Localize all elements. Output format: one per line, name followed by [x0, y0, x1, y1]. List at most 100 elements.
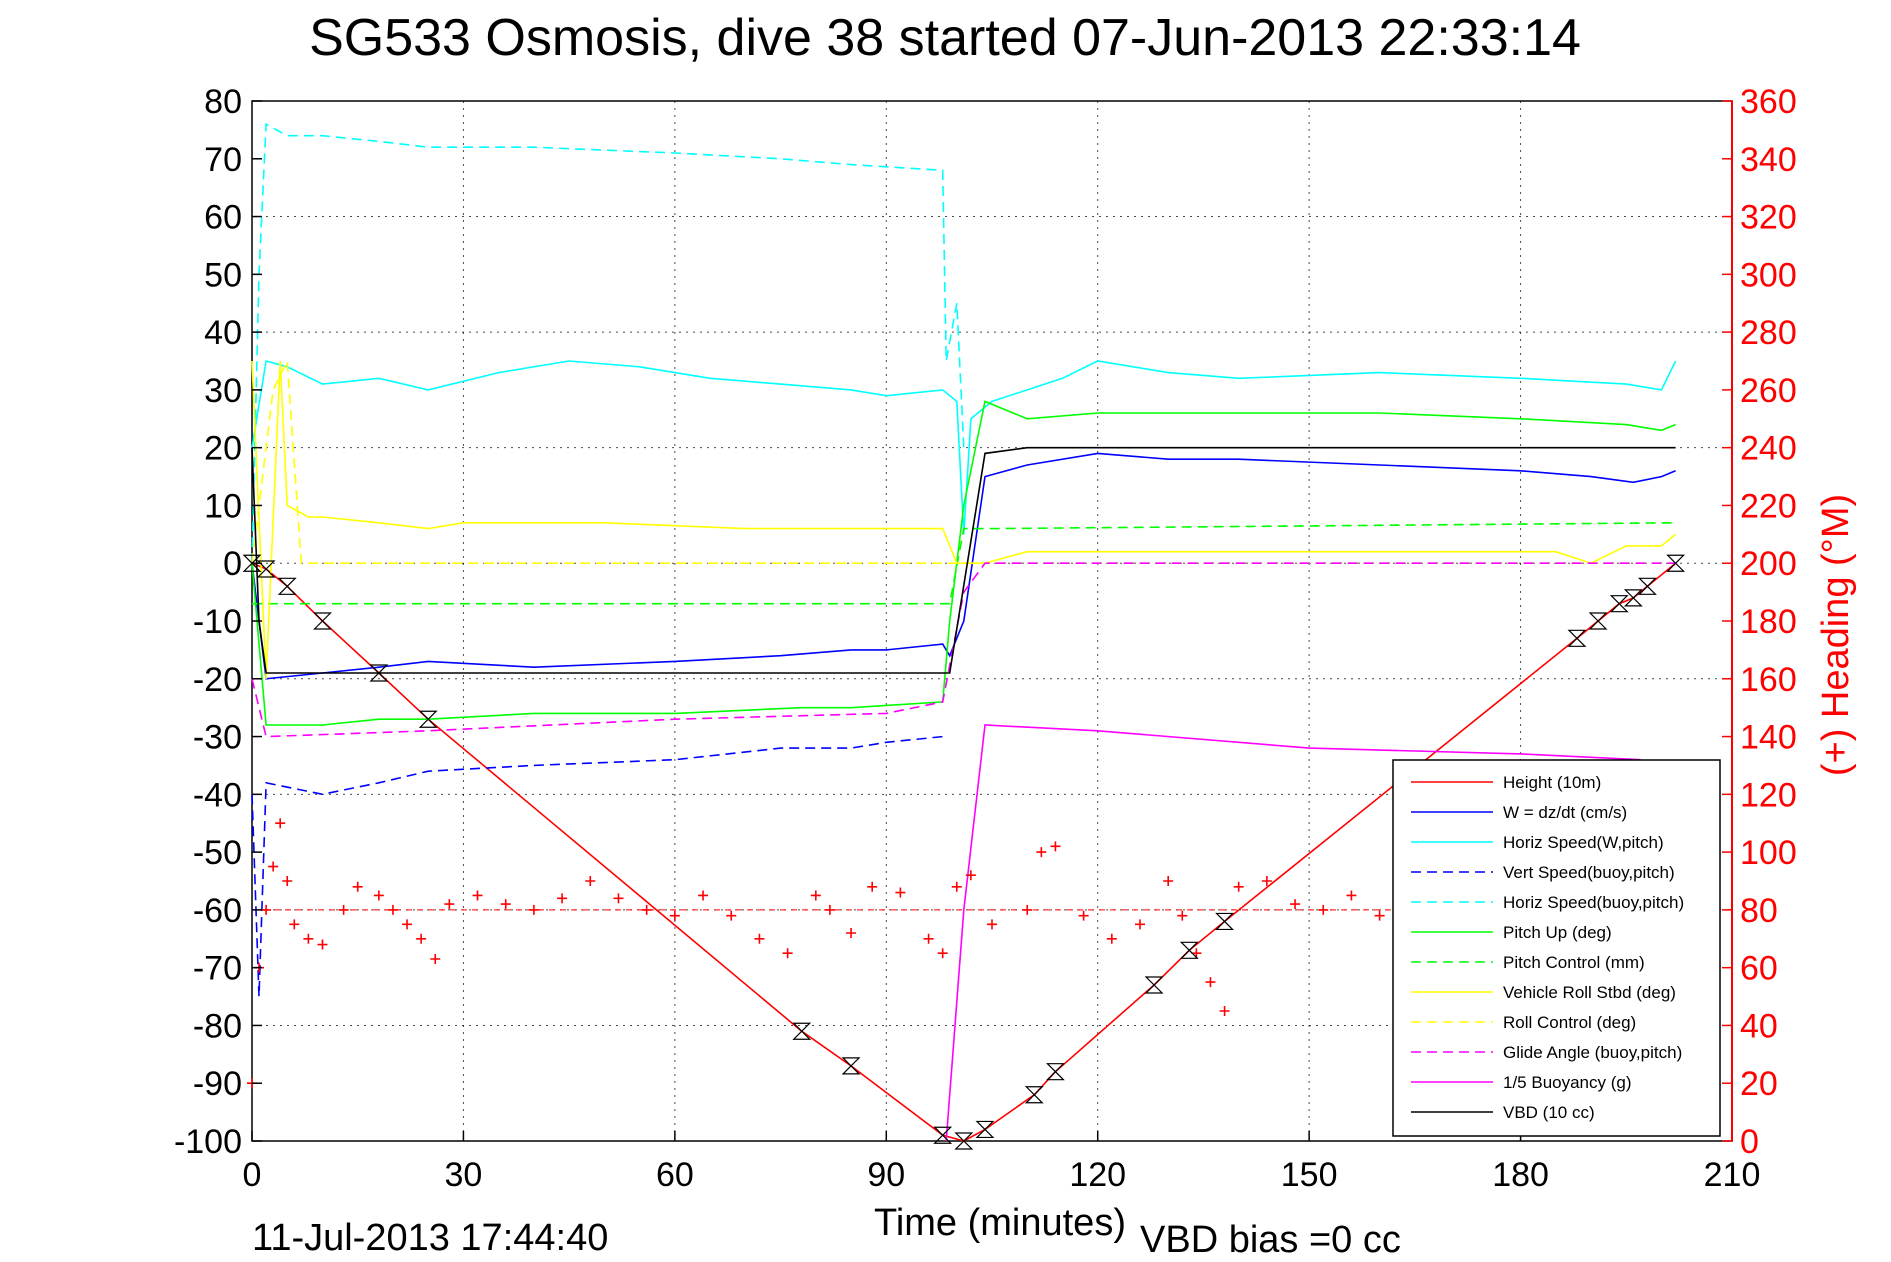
footer-timestamp: 11-Jul-2013 17:44:40 — [252, 1217, 608, 1259]
series-line-0 — [251, 562, 1677, 1142]
y-right-tick-label: 120 — [1740, 776, 1797, 814]
x-tick-label: 0 — [243, 1156, 262, 1194]
heading-point — [1036, 847, 1047, 858]
heading-point — [289, 919, 300, 930]
heading-point — [430, 954, 441, 964]
y-tick-label: -50 — [193, 834, 242, 872]
legend-entry: Horiz Speed(buoy,pitch) — [1503, 893, 1684, 912]
footer-vbd-bias: VBD bias =0 cc — [1140, 1219, 1401, 1261]
heading-point — [987, 919, 997, 930]
y-tick-label: 60 — [204, 199, 242, 237]
x-tick-label: 210 — [1704, 1156, 1761, 1194]
x-tick-label: 120 — [1069, 1156, 1126, 1194]
height-marker — [418, 710, 438, 728]
heading-point — [373, 890, 384, 901]
heading-point — [613, 893, 624, 904]
legend-entry: Vehicle Roll Stbd (deg) — [1503, 983, 1676, 1002]
heading-point — [317, 939, 328, 950]
height-marker — [256, 560, 276, 578]
legend-entry: Pitch Control (mm) — [1503, 953, 1645, 972]
y-tick-label: 70 — [204, 141, 242, 179]
y-tick-label: 50 — [204, 256, 242, 294]
series-line-6 — [252, 522, 1676, 605]
y-right-tick-label: 60 — [1740, 950, 1778, 988]
y-right-tick-label: 0 — [1740, 1123, 1759, 1161]
series-line-2 — [251, 359, 1677, 535]
heading-point — [641, 904, 652, 915]
legend-entry: 1/5 Buoyancy (g) — [1503, 1073, 1632, 1092]
heading-point — [282, 876, 293, 886]
y-tick-label: 30 — [204, 372, 242, 410]
height-marker — [242, 554, 262, 572]
heading-point — [528, 904, 539, 915]
heading-point — [867, 881, 878, 892]
y-right-tick-label: 320 — [1740, 199, 1797, 237]
height-marker — [1144, 976, 1164, 994]
y-tick-label: -70 — [193, 950, 242, 988]
heading-point — [303, 933, 314, 944]
heading-point — [951, 881, 962, 892]
height-marker — [369, 664, 389, 682]
y-tick-label: 0 — [223, 545, 242, 583]
heading-point — [500, 899, 511, 910]
y-right-tick-label: 220 — [1740, 487, 1797, 525]
y-right-tick-label: 260 — [1740, 372, 1797, 410]
heading-point — [1318, 904, 1329, 915]
height-marker — [1609, 595, 1629, 613]
series-line-3 — [251, 735, 943, 997]
heading-point — [275, 818, 286, 829]
legend-entry: VBD (10 cc) — [1503, 1103, 1595, 1122]
height-marker — [1567, 629, 1587, 647]
y-tick-label: -20 — [193, 661, 242, 699]
y-tick-label: -100 — [174, 1123, 242, 1161]
height-marker — [1179, 941, 1199, 959]
y-right-tick-label: 240 — [1740, 430, 1797, 468]
legend-entry: Roll Control (deg) — [1503, 1013, 1636, 1032]
y-axis-right-label: (+) Heading (°M) — [1815, 494, 1857, 776]
y-tick-label: -60 — [193, 892, 242, 930]
y-right-tick-label: 300 — [1740, 256, 1797, 294]
series-line-5 — [251, 400, 1676, 726]
series-line-7 — [251, 360, 1677, 679]
heading-point — [1374, 910, 1385, 921]
heading-point — [846, 928, 857, 938]
y-tick-label: -30 — [193, 719, 242, 757]
heading-point — [402, 919, 413, 930]
heading-point — [698, 890, 709, 901]
height-marker — [841, 1057, 861, 1075]
heading-point — [585, 876, 596, 886]
height-marker — [1588, 612, 1608, 630]
series-line-10 — [945, 724, 1641, 1142]
height-marker — [1045, 1063, 1065, 1081]
y-right-tick-label: 140 — [1740, 719, 1797, 757]
legend-entry: Vert Speed(buoy,pitch) — [1503, 863, 1675, 882]
heading-point — [268, 861, 279, 872]
heading-point — [726, 910, 737, 921]
y-tick-label: 10 — [204, 487, 242, 525]
heading-point — [444, 899, 455, 910]
series-line-9 — [251, 562, 1676, 738]
x-tick-label: 60 — [656, 1156, 694, 1194]
heading-point — [1022, 904, 1033, 915]
heading-point — [1177, 910, 1188, 921]
y-axis-left: 80 70 60 50 40 30 20 10 0 -10 -20 -30 -40 -50 -60 -70 -8… — [174, 83, 262, 1161]
heading-point — [1050, 841, 1061, 852]
chart-title: SG533 Osmosis, dive 38 started 07-Jun-20… — [309, 9, 1581, 67]
heading-point — [937, 948, 948, 959]
y-tick-label: 80 — [204, 83, 242, 121]
y-right-tick-label: 160 — [1740, 661, 1797, 699]
series-line-8 — [251, 357, 1676, 565]
heading-point — [1163, 876, 1174, 886]
heading-point — [1078, 910, 1089, 921]
height-marker — [1637, 577, 1657, 595]
y-tick-label: 20 — [204, 430, 242, 468]
heading-point — [754, 933, 765, 944]
heading-point — [1106, 933, 1117, 944]
heading-point — [1290, 899, 1301, 910]
legend-entry: W = dz/dt (cm/s) — [1503, 803, 1627, 822]
heading-point — [1135, 919, 1145, 930]
heading-point — [338, 904, 349, 915]
legend-box — [1392, 759, 1721, 1137]
heading-point — [387, 904, 398, 915]
